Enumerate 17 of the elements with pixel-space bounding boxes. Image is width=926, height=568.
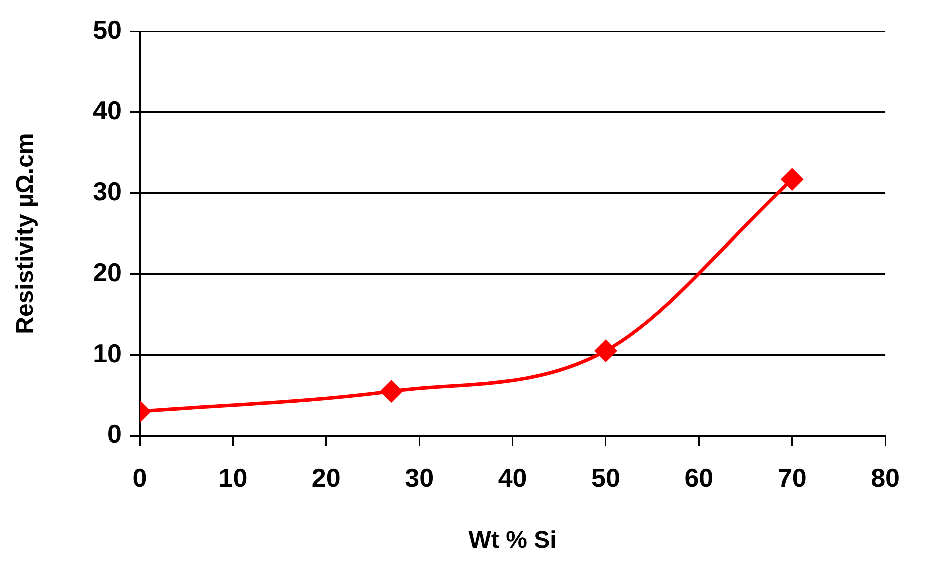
y-tick-label: 50 <box>93 14 122 45</box>
x-axis-title: Wt % Si <box>468 527 557 554</box>
x-tick-label: 40 <box>498 462 528 493</box>
x-tick-label: 80 <box>871 462 900 493</box>
x-tick-label: 60 <box>684 462 714 493</box>
y-tick-label: 0 <box>108 419 122 450</box>
y-tick-label: 40 <box>93 96 122 126</box>
x-tick-label: 0 <box>132 462 148 493</box>
y-axis-title: Resistivity µΩ.cm <box>12 133 40 334</box>
y-tick-label: 20 <box>93 257 122 288</box>
x-tick-label: 10 <box>218 462 248 493</box>
y-tick-label: 30 <box>93 176 122 207</box>
y-tick-label: 10 <box>93 338 122 368</box>
x-tick-label: 70 <box>778 462 807 493</box>
x-tick-label: 50 <box>592 462 620 493</box>
x-tick-label: 30 <box>405 462 434 493</box>
x-tick-label: 20 <box>312 462 341 493</box>
